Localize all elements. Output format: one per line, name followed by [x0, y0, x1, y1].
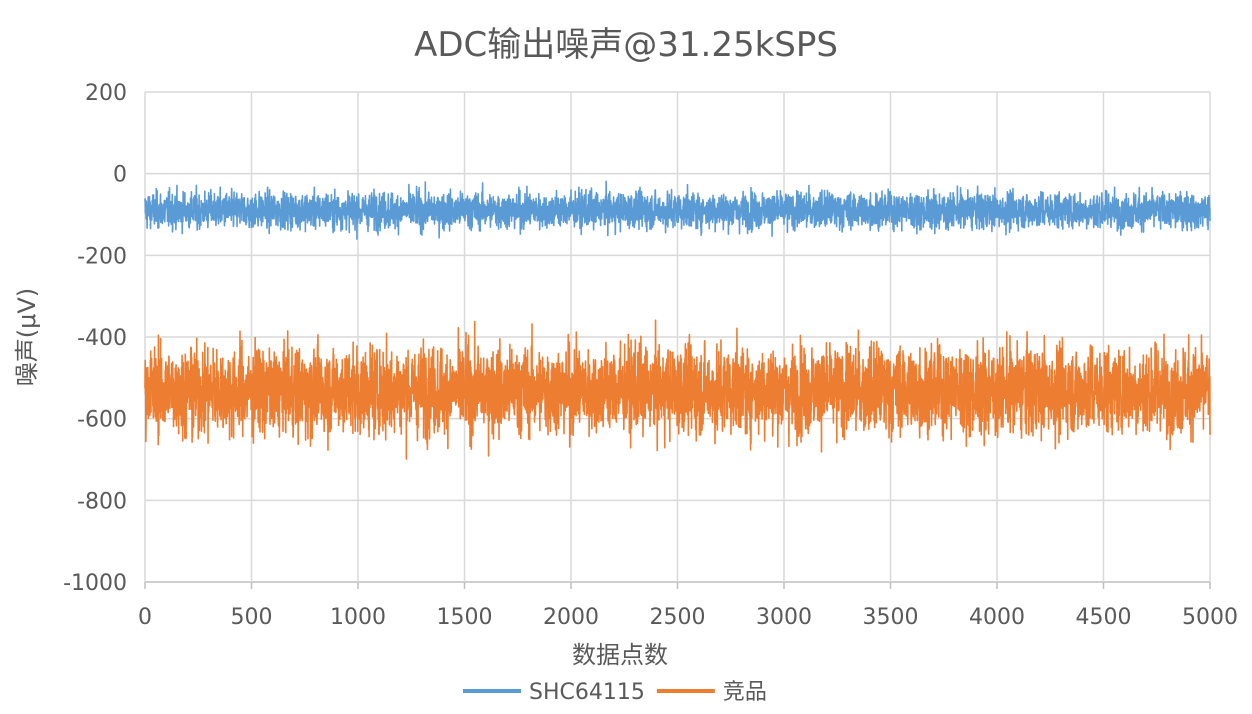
series-line-1	[144, 319, 1211, 460]
x-tick-label: 5000	[1182, 605, 1238, 630]
chart-title: ADC输出噪声@31.25kSPS	[414, 25, 838, 65]
x-tick-label: 1000	[330, 605, 386, 630]
series-layer	[144, 180, 1211, 460]
x-tick-label: 3000	[756, 605, 812, 630]
y-tick-label: -1000	[63, 571, 127, 596]
x-tick-label: 500	[231, 605, 273, 630]
y-tick-label: 0	[113, 163, 127, 188]
x-tick-label: 2500	[650, 605, 706, 630]
x-tick-label: 0	[138, 605, 152, 630]
x-tick-label: 1500	[437, 605, 493, 630]
x-tick-label: 3500	[863, 605, 919, 630]
y-tick-label: -200	[77, 244, 127, 269]
y-tick-label: -800	[77, 489, 127, 514]
y-tick-label: -600	[77, 408, 127, 433]
legend: SHC64115 竞品	[463, 680, 767, 705]
series-line-0	[144, 180, 1211, 240]
x-tick-label: 4000	[969, 605, 1025, 630]
legend-label-1: 竞品	[723, 680, 767, 705]
x-tick-label: 2000	[543, 605, 599, 630]
x-tick-label: 4500	[1076, 605, 1132, 630]
y-axis-label: 噪声(μV)	[13, 288, 41, 386]
y-tick-label: -400	[77, 326, 127, 351]
y-tick-label: 200	[85, 81, 127, 106]
x-axis-label: 数据点数	[572, 641, 668, 669]
grid	[144, 91, 1211, 583]
legend-label-0: SHC64115	[529, 680, 645, 705]
